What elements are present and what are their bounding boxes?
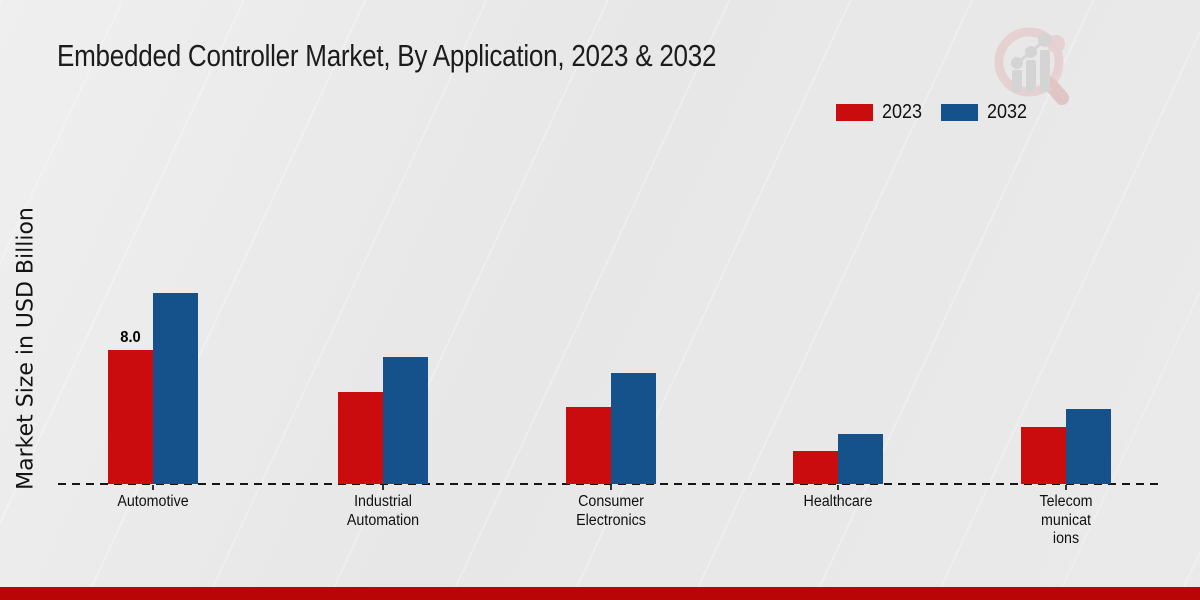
page-title: Embedded Controller Market, By Applicati… [57,38,717,73]
legend-swatch-2023 [836,104,873,121]
legend-swatch-2032 [940,104,978,121]
category-label-consumer-electronics: Consumer Electronics [576,493,646,529]
magnifier-handle-icon [1043,77,1069,105]
category-label-telecommunications: Telecom municat ions [1039,493,1093,547]
x-axis-baseline [58,483,1158,485]
bar-2032-healthcare [838,433,883,484]
brand-logo-watermark [994,27,1069,105]
bar-2032-consumer-electronics [611,373,656,484]
legend-item-2032: 2032 [940,101,1032,124]
logo-bars-icon [1011,33,1052,92]
legend-label-2023: 2023 [882,101,923,123]
x-tick [1065,485,1067,490]
bar-value-label: 8.0 [120,329,141,346]
bar-2032-industrial-automation [383,356,428,484]
bar-2023-healthcare [793,450,838,484]
bar-2023-consumer-electronics [566,406,611,484]
x-tick [152,485,154,490]
bar-2032-automotive [153,293,198,484]
legend-item-2023: 2023 [836,101,927,124]
bar-2023-telecommunications [1021,427,1066,484]
bar-2032-telecommunications [1066,408,1111,484]
legend-label-2032: 2032 [986,101,1027,123]
x-tick [382,485,384,490]
legend: 2023 2032 [836,101,1031,124]
category-label-industrial-automation: Industrial Automation [346,493,420,529]
bar-2023-industrial-automation [338,391,383,484]
x-tick [610,485,612,490]
category-label-healthcare: Healthcare [803,493,873,510]
category-label-automotive: Automotive [117,493,189,510]
x-tick [837,485,839,490]
footer-strip [0,587,1200,600]
bar-2023-automotive [108,350,153,484]
